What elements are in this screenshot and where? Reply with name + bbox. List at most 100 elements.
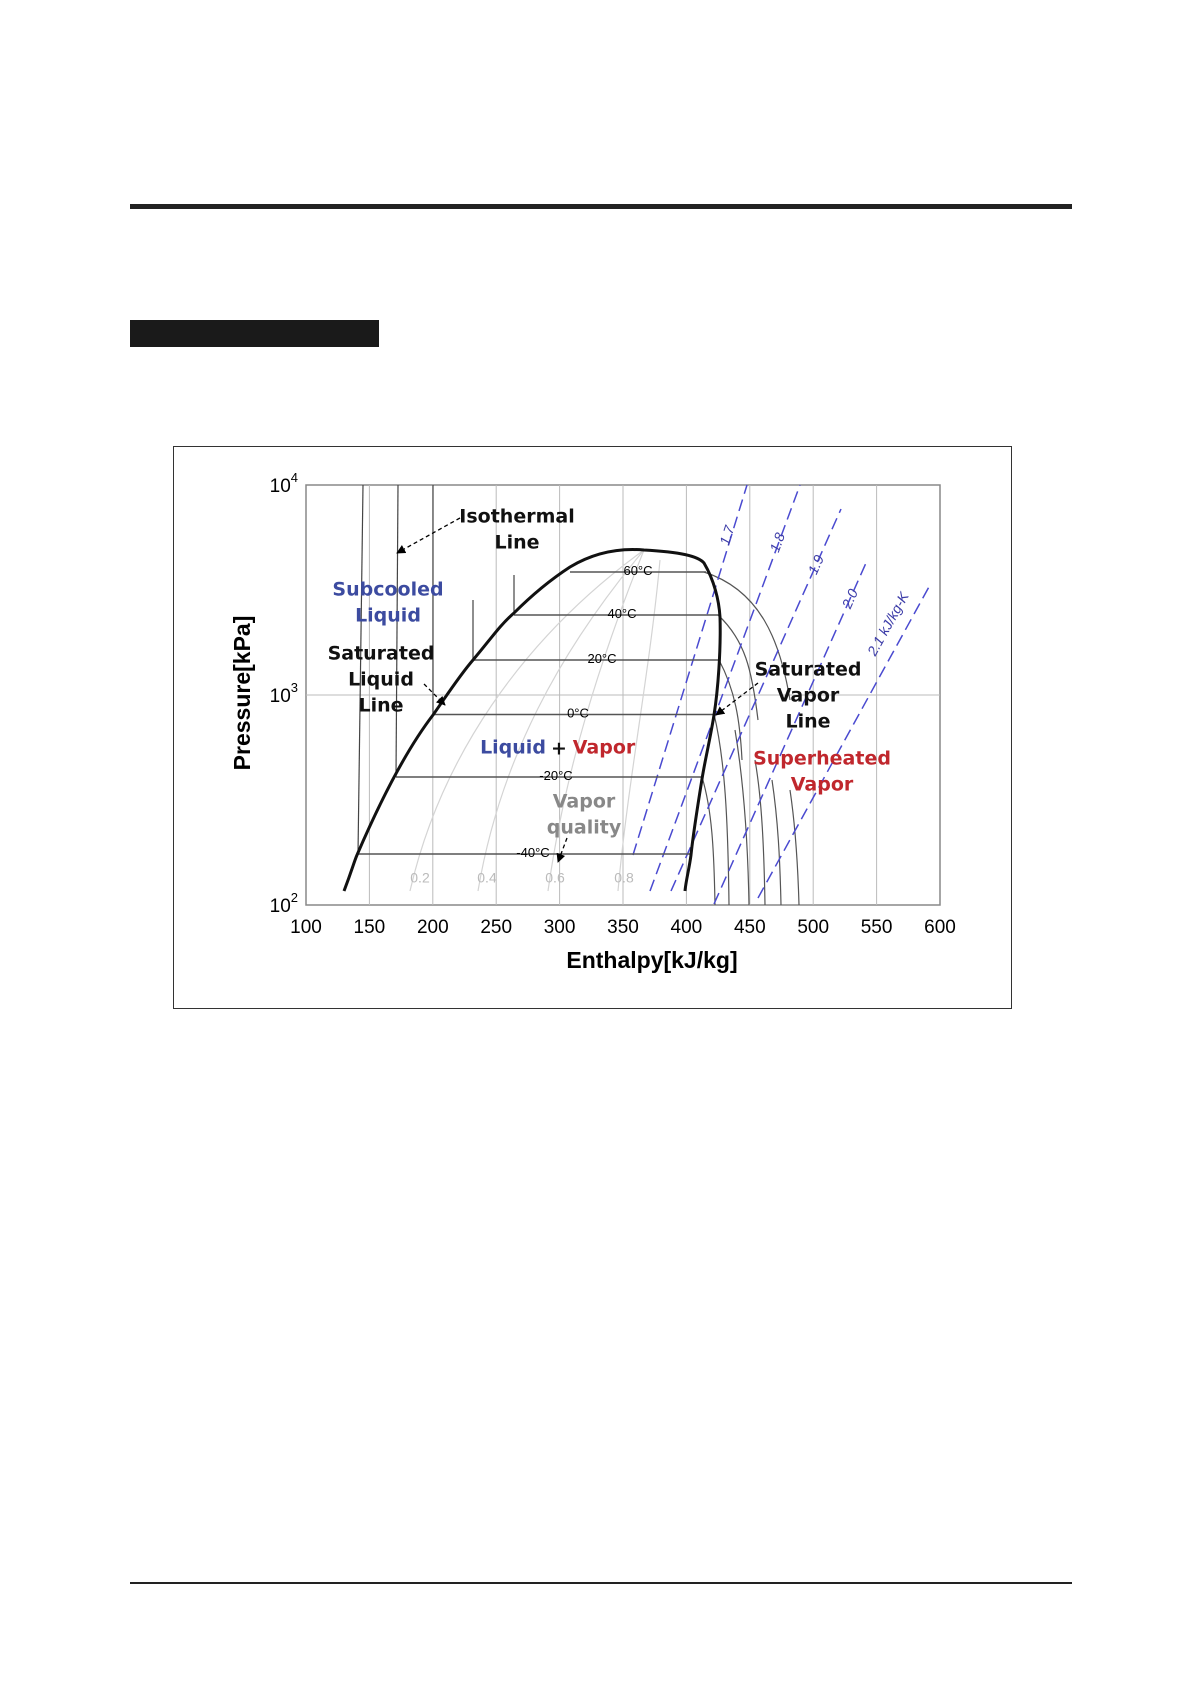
isotherm-label: -40°C — [516, 845, 549, 860]
isotherm — [701, 776, 716, 906]
isotherm — [357, 484, 364, 855]
label-text: -40°C — [516, 845, 549, 860]
isotherm-label: 20°C — [587, 651, 616, 666]
isotherm — [754, 759, 766, 906]
x-tick-label: 600 — [924, 917, 956, 938]
quality-line — [617, 559, 661, 892]
annotation: Liquid — [348, 669, 414, 691]
entropy-line — [670, 508, 842, 892]
figure-frame — [173, 446, 1012, 1009]
entropy-label: 1.7 — [716, 522, 738, 547]
x-tick-label: 400 — [671, 917, 703, 938]
y-tick-label: 104 — [270, 470, 298, 497]
plot: 60°C 40°C 20°C 0°C -20°C -40°C 0.2 0.4 0… — [229, 470, 956, 973]
entropy-line — [757, 584, 931, 899]
annotation: Vapor — [573, 737, 636, 759]
tick-base: 10 — [270, 896, 291, 917]
isotherm-label: -20°C — [539, 768, 572, 783]
label-text: 40°C — [607, 606, 636, 621]
annotation: Superheated — [753, 748, 891, 770]
x-tick-label: 150 — [354, 917, 386, 938]
y-ticks: 104 103 102 — [270, 470, 298, 917]
arrow — [715, 682, 759, 716]
annotation: Subcooled — [332, 579, 443, 601]
entropy-lines — [632, 484, 931, 905]
annotation: Line — [494, 532, 539, 554]
grid — [306, 485, 940, 905]
x-tick-label: 500 — [797, 917, 829, 938]
isotherm — [734, 729, 750, 906]
annotation: Saturated — [755, 659, 862, 681]
x-tick-label: 200 — [417, 917, 449, 938]
isotherm — [718, 659, 743, 761]
x-tick-label: 450 — [734, 917, 766, 938]
two-phase-isotherms — [358, 571, 719, 855]
x-tick-label: 350 — [607, 917, 639, 938]
quality-label: 0.6 — [545, 870, 565, 886]
isotherm — [717, 614, 759, 721]
quality-line — [547, 549, 645, 892]
liquid-isotherms — [357, 484, 515, 855]
y-axis-title: Pressure[kPa] — [229, 616, 255, 771]
isotherm — [771, 779, 782, 906]
quality-lines — [409, 549, 661, 892]
arrow — [423, 683, 446, 706]
y-tick-label: 102 — [270, 890, 298, 917]
quality-line — [409, 549, 645, 892]
x-axis-title: Enthalpy[kJ/kg] — [566, 947, 737, 973]
annotation: Liquid — [480, 737, 546, 759]
quality-labels: 0.2 0.4 0.6 0.8 — [410, 870, 634, 886]
annotation: Line — [785, 711, 830, 733]
tick-exponent: 2 — [291, 890, 298, 905]
annotation: Vapor — [777, 685, 840, 707]
x-tick-label: 250 — [480, 917, 512, 938]
annotation: Vapor — [553, 791, 616, 813]
annotation-arrows — [396, 517, 759, 863]
section-bar — [130, 320, 379, 347]
entropy-line — [649, 484, 801, 892]
arrow — [556, 837, 568, 863]
annotations: Isothermal Line Subcooled Liquid Saturat… — [328, 506, 891, 839]
isotherm — [703, 571, 791, 701]
quality-label: 0.2 — [410, 870, 430, 886]
x-tick-label: 100 — [290, 917, 322, 938]
annotation: Vapor — [791, 774, 854, 796]
entropy-line — [713, 562, 867, 905]
label-text: 20°C — [587, 651, 616, 666]
arrow — [396, 517, 461, 554]
annotation: quality — [547, 817, 622, 839]
isotherm — [395, 484, 399, 778]
quality-label: 0.4 — [477, 870, 497, 886]
vapor-isotherms — [701, 571, 800, 906]
isotherm-labels: 60°C 40°C 20°C 0°C -20°C -40°C — [516, 563, 652, 860]
saturation-dome — [342, 548, 722, 892]
tick-base: 10 — [270, 476, 291, 497]
entropy-label: 1.9 — [805, 552, 828, 576]
x-ticks: 100 150 200 250 300 350 400 450 500 550 … — [290, 917, 956, 938]
x-tick-label: 300 — [544, 917, 576, 938]
tick-base: 10 — [270, 686, 291, 707]
x-tick-label: 550 — [861, 917, 893, 938]
annotation: Liquid — [355, 605, 421, 627]
isotherm — [789, 789, 800, 906]
annotation: + — [551, 738, 567, 760]
isotherm-label: 0°C — [567, 706, 589, 721]
annotation: Isothermal — [459, 506, 574, 528]
entropy-line — [632, 484, 748, 856]
tick-exponent: 4 — [291, 470, 298, 485]
entropy-label: 2.0 — [838, 586, 861, 611]
isotherm-label: 60°C — [623, 563, 652, 578]
isotherm-label: 40°C — [607, 606, 636, 621]
label-text: -20°C — [539, 768, 572, 783]
header-rule — [130, 204, 1072, 209]
isotherm — [713, 713, 730, 906]
quality-line — [477, 549, 645, 892]
footer-rule — [130, 1582, 1072, 1584]
annotation: Saturated — [328, 643, 435, 665]
label-text: 0°C — [567, 706, 589, 721]
entropy-label: 1.8 — [766, 530, 788, 554]
quality-label: 0.8 — [614, 870, 634, 886]
label-text: 60°C — [623, 563, 652, 578]
